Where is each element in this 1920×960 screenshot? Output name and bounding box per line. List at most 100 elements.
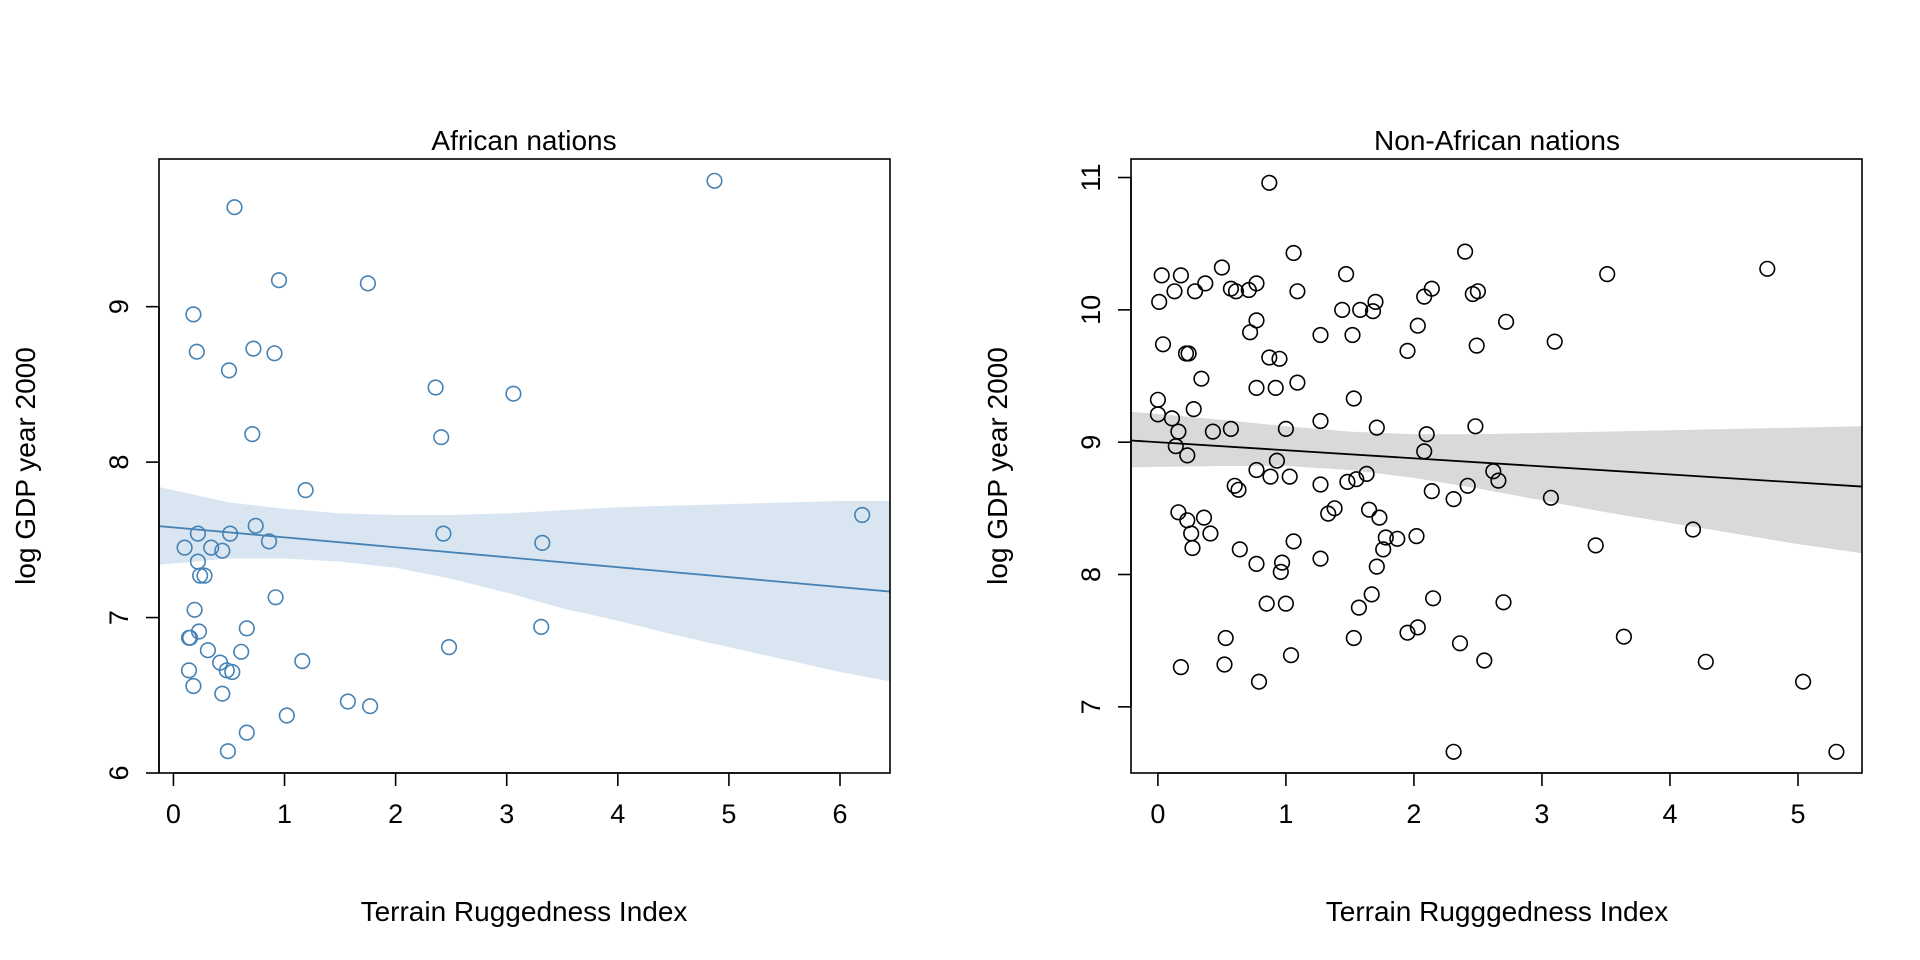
data-point <box>1348 471 1365 488</box>
data-point <box>1217 629 1234 647</box>
data-point <box>214 685 231 702</box>
data-point <box>1282 647 1300 664</box>
data-point <box>294 652 311 670</box>
data-point <box>1241 324 1259 341</box>
non-african-nations-panel: Non-African nations 0 1 2 3 4 5 7 8 9 10 11 Terra… <box>982 125 1863 927</box>
data-point <box>1172 267 1189 284</box>
data-point <box>1163 410 1181 427</box>
data-point <box>219 743 236 760</box>
data-point <box>1418 426 1435 443</box>
data-point <box>706 172 723 189</box>
confidence-band <box>1131 411 1862 554</box>
plot-title: Non-African nations <box>1374 125 1620 156</box>
data-point <box>1184 539 1201 557</box>
data-point <box>1153 267 1170 284</box>
data-point <box>185 306 202 323</box>
african-nations-panel: African nations 0 1 2 3 4 5 6 6 7 8 9 Terrain Rug… <box>10 125 891 927</box>
data-point <box>1389 530 1406 547</box>
data-point <box>1495 594 1512 611</box>
data-point <box>1289 283 1306 300</box>
data-point <box>1408 527 1425 545</box>
data-point <box>1424 590 1442 607</box>
data-point <box>1828 743 1845 760</box>
data-point <box>188 343 205 360</box>
x-tick-label: 6 <box>832 799 847 829</box>
data-point <box>1423 483 1440 500</box>
data-point <box>1195 509 1213 526</box>
data-point <box>1151 293 1168 311</box>
data-point <box>1289 374 1306 391</box>
data-point <box>1599 266 1616 283</box>
data-point <box>505 385 522 402</box>
data-point <box>1285 533 1302 550</box>
y-tick-label: 8 <box>104 455 134 470</box>
data-point <box>1170 504 1187 521</box>
y-tick-label: 8 <box>1076 567 1106 582</box>
data-point <box>1469 283 1486 300</box>
y-tick-label: 6 <box>104 765 134 780</box>
data-point <box>1320 505 1337 522</box>
data-point <box>1268 452 1285 469</box>
data-point <box>1222 420 1239 438</box>
data-point <box>1267 379 1284 397</box>
data-point <box>1416 443 1433 460</box>
data-point <box>1312 476 1329 493</box>
data-point <box>245 340 262 357</box>
data-point <box>199 642 216 659</box>
data-point <box>244 426 261 443</box>
data-point <box>427 379 444 396</box>
data-point <box>1227 283 1245 300</box>
data-point <box>297 482 314 499</box>
data-point <box>1226 477 1243 494</box>
data-point <box>224 663 241 681</box>
data-point <box>180 662 198 679</box>
data-point <box>1250 673 1268 690</box>
data-point <box>189 525 206 542</box>
y-tick-label: 11 <box>1076 164 1106 192</box>
data-point <box>1377 529 1394 546</box>
data-point <box>1364 303 1382 320</box>
data-point <box>1445 743 1462 760</box>
data-point <box>1273 554 1291 571</box>
data-point <box>1371 509 1388 526</box>
data-point <box>1231 541 1248 558</box>
data-point <box>1485 463 1502 480</box>
data-point <box>222 525 239 542</box>
data-point <box>1261 349 1278 366</box>
data-point <box>1271 350 1288 367</box>
data-point <box>278 707 295 724</box>
x-axis-label: Terrain Ruggedness Index <box>361 896 688 927</box>
x-axis-label: Terrain Rugggedness Index <box>1326 896 1668 927</box>
data-point <box>1399 624 1416 641</box>
data-point <box>1467 418 1484 435</box>
data-point <box>266 345 283 362</box>
data-point <box>1193 370 1210 387</box>
data-point <box>1352 301 1369 319</box>
data-point <box>1409 619 1426 636</box>
data-point <box>1202 525 1219 542</box>
data-point <box>214 542 231 559</box>
x-tick-label: 5 <box>1790 799 1805 829</box>
data-point <box>1409 317 1426 334</box>
data-point <box>433 429 450 446</box>
data-point <box>1476 652 1493 669</box>
data-point <box>1367 293 1384 311</box>
confidence-band <box>159 487 890 682</box>
y-tick-label: 10 <box>1076 295 1106 325</box>
data-point <box>1186 283 1204 300</box>
data-point <box>1399 342 1416 360</box>
data-point <box>534 534 551 552</box>
data-point <box>854 506 871 524</box>
data-point <box>1497 313 1515 330</box>
data-point <box>1216 656 1233 673</box>
data-point <box>226 199 243 216</box>
x-tick-label: 5 <box>721 799 736 829</box>
data-point <box>1358 465 1375 483</box>
plot-title: African nations <box>431 125 616 156</box>
data-point <box>435 525 452 542</box>
data-point <box>1337 266 1355 283</box>
data-point <box>1167 438 1184 455</box>
data-point <box>1312 326 1329 344</box>
data-point <box>1684 521 1702 538</box>
data-point <box>339 693 357 710</box>
